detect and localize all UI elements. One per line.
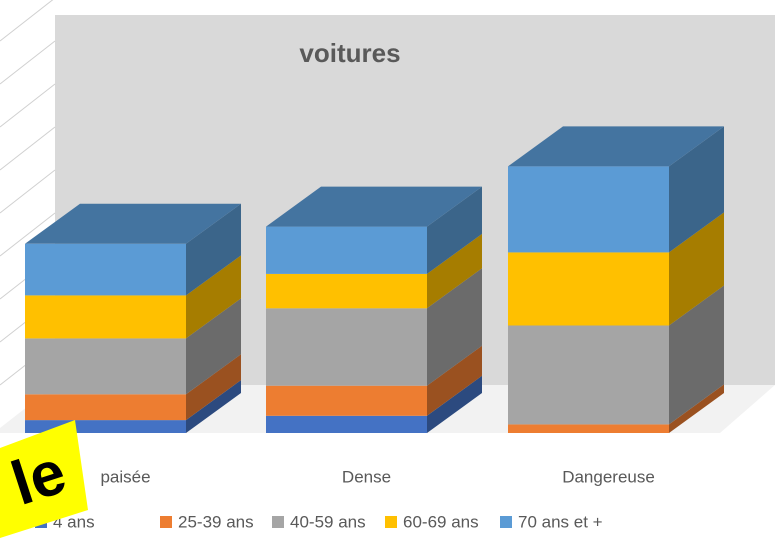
bar-top	[266, 186, 482, 227]
grid-line	[0, 0, 54, 42]
legend-label: 60-69 ans	[403, 512, 479, 531]
grid-line	[0, 126, 56, 171]
bar-segment	[508, 252, 669, 326]
bar-side	[427, 345, 482, 416]
legend-label: 40-59 ans	[290, 512, 366, 531]
x-tick-label: Dense	[342, 467, 391, 486]
bar-side	[186, 255, 241, 339]
legend-swatch	[272, 516, 284, 528]
legend-swatch	[385, 516, 397, 528]
bar-side	[427, 186, 482, 274]
bar-top	[25, 203, 241, 244]
grid-line	[0, 40, 56, 85]
grid-line	[0, 212, 56, 257]
bar-segment	[25, 243, 186, 296]
bar-side	[427, 233, 482, 309]
bar-segment	[266, 226, 427, 274]
bar-segment	[25, 295, 186, 339]
bar-segment	[508, 166, 669, 253]
x-tick-label: paisée	[100, 467, 150, 486]
bar-side	[427, 268, 482, 386]
legend-label: 70 ans et +	[518, 512, 603, 531]
bar-segment	[266, 273, 427, 309]
bar-side	[427, 375, 482, 433]
bar-side	[669, 285, 724, 425]
bar-segment	[508, 325, 669, 425]
bar-side	[186, 203, 241, 296]
bar-side	[669, 126, 724, 253]
bar-segment	[25, 338, 186, 395]
bar-segment	[508, 424, 669, 433]
bar-side	[186, 298, 241, 395]
bar-segment	[266, 415, 427, 433]
bar-segment	[266, 385, 427, 416]
bar-segment	[266, 308, 427, 386]
x-tick-label: Dangereuse	[562, 467, 655, 486]
legend-swatch	[160, 516, 172, 528]
bar-side	[186, 380, 241, 433]
legend-swatch	[500, 516, 512, 528]
bar-top	[508, 126, 724, 167]
grid-line	[0, 169, 56, 214]
bar-side	[669, 384, 724, 433]
bar-segment	[25, 394, 186, 421]
chart-title: voitures	[299, 38, 400, 68]
grid-line	[0, 83, 56, 128]
legend-label: 25-39 ans	[178, 512, 254, 531]
bar-side	[669, 212, 724, 326]
sticker	[0, 420, 88, 538]
bar-side	[186, 354, 241, 421]
